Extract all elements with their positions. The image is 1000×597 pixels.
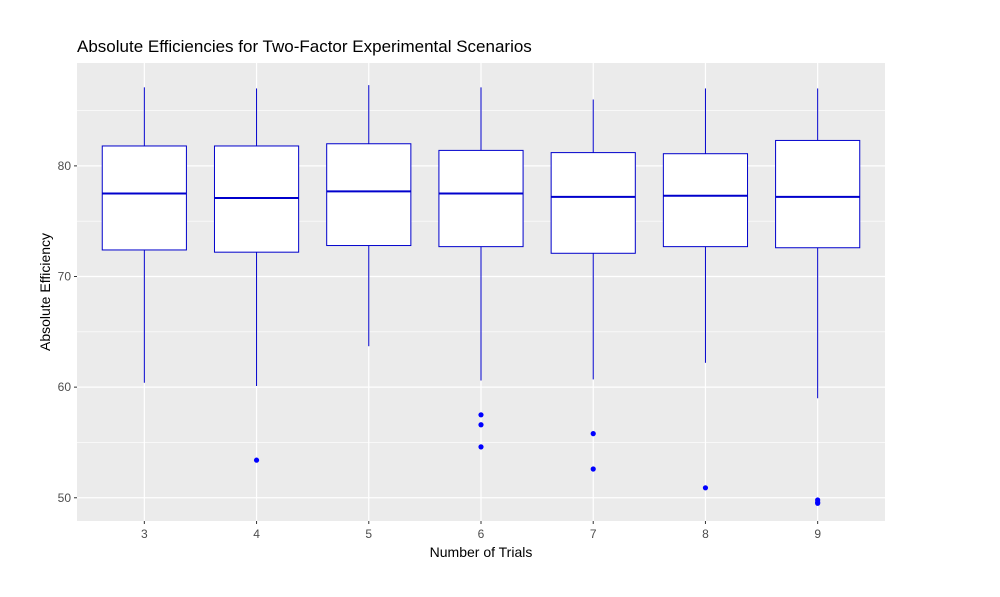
x-tick-label: 5 [365,527,372,541]
outlier-point [478,444,484,450]
box [775,139,861,249]
y-axis-title: Absolute Efficiency [37,233,53,351]
outlier-point [590,466,596,472]
box [438,149,524,248]
boxplot-7 [550,99,636,472]
y-tick-label: 60 [58,380,72,394]
box [326,143,412,247]
boxplot-5 [326,85,412,347]
chart-title: Absolute Efficiencies for Two-Factor Exp… [77,37,532,56]
boxplot-8 [662,88,749,491]
x-tick-label: 4 [253,527,260,541]
box [550,152,636,254]
x-tick-label: 6 [478,527,485,541]
y-tick-label: 50 [58,491,72,505]
x-tick-label: 3 [141,527,148,541]
outlier-point [815,500,821,506]
axes: 50 60 70 80 3 4 5 6 7 8 9 [58,159,822,541]
outlier-point [253,457,260,463]
y-tick-label: 70 [58,270,72,284]
outlier-point [702,485,709,491]
box [662,153,749,248]
outlier-point [478,422,484,428]
boxplot-9 [775,88,861,506]
x-axis-title: Number of Trials [430,544,533,560]
y-tick-label: 80 [58,159,72,173]
outlier-point [590,431,596,437]
boxplot-4 [213,88,300,463]
box [213,145,300,253]
x-tick-label: 8 [702,527,709,541]
x-tick-label: 7 [590,527,597,541]
box [101,145,187,251]
boxplot-3 [101,87,187,383]
x-tick-label: 9 [814,527,821,541]
outlier-point [478,412,484,418]
boxplot-6 [438,87,524,450]
boxplots [101,85,861,506]
